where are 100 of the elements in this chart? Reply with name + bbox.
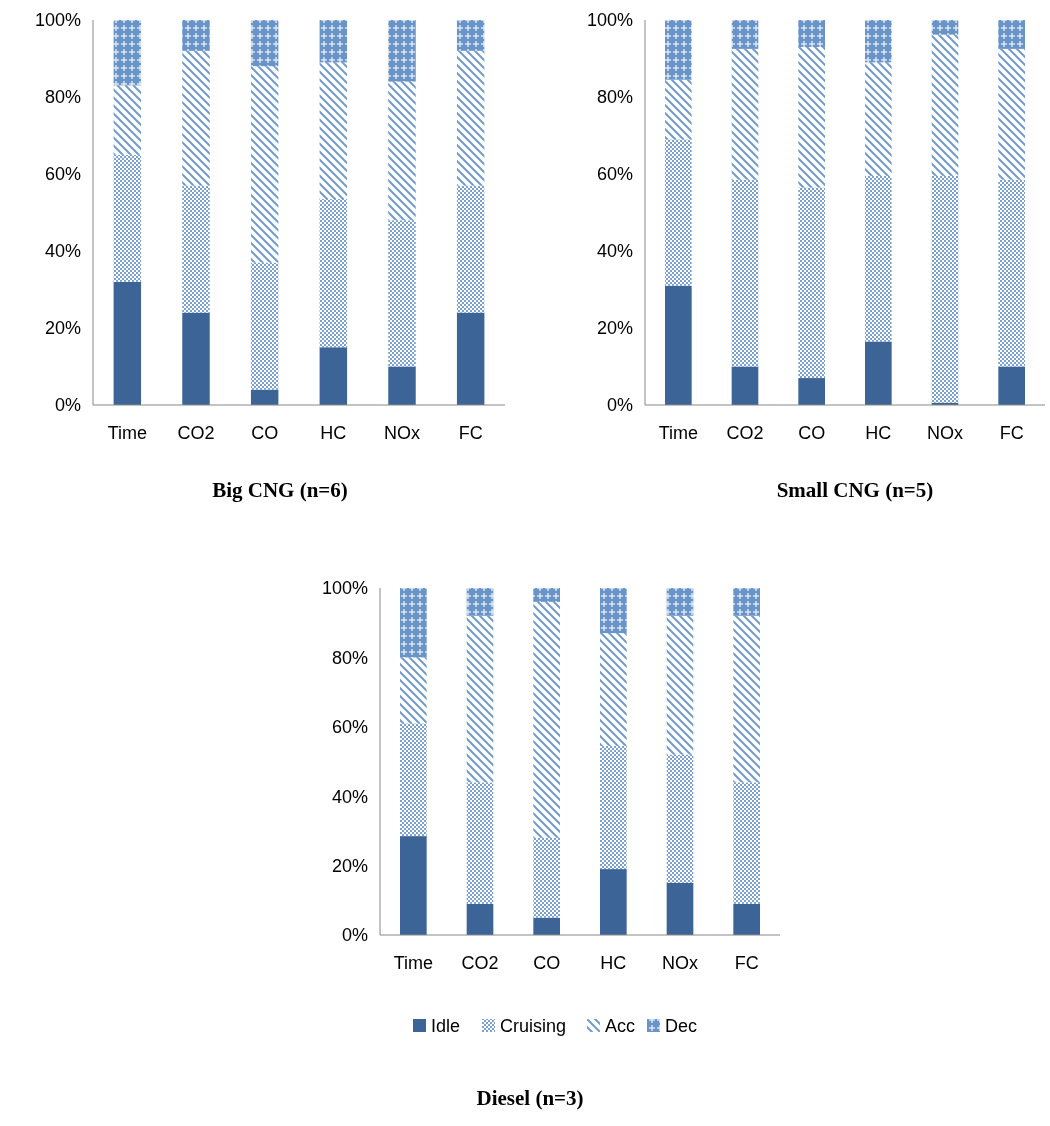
text: Small CNG (n=5) xyxy=(776,478,934,502)
x-tick-label: NOx xyxy=(662,953,698,973)
x-tick-label: HC xyxy=(600,953,627,973)
bar xyxy=(798,378,825,405)
bar xyxy=(931,175,959,403)
y-tick-label: 0% xyxy=(54,395,81,416)
bar xyxy=(731,366,759,405)
x-tick-label: CO2 xyxy=(177,423,215,443)
bar xyxy=(733,782,760,904)
legend-label: Dec xyxy=(665,1016,698,1037)
bar xyxy=(998,48,1025,180)
bar xyxy=(533,837,560,918)
bar xyxy=(733,588,760,616)
bar xyxy=(400,588,427,658)
legend-label: Cruising xyxy=(500,1016,567,1037)
bar xyxy=(998,366,1025,405)
bar xyxy=(865,20,892,63)
bar xyxy=(665,79,692,140)
text: Diesel (n=3) xyxy=(476,1086,584,1110)
bar xyxy=(533,601,560,838)
bar xyxy=(731,179,759,367)
bar xyxy=(182,20,210,51)
y-tick-label: 20% xyxy=(331,855,368,876)
x-tick-label: HC xyxy=(320,423,347,443)
bar xyxy=(600,869,627,935)
x-tick-label: CO xyxy=(798,423,826,443)
bar xyxy=(400,723,427,837)
y-tick-label: 40% xyxy=(596,241,633,262)
y-tick-label: 80% xyxy=(331,647,368,668)
bar xyxy=(666,588,694,616)
bar xyxy=(533,588,560,602)
y-tick-label: 100% xyxy=(586,10,633,31)
bar xyxy=(600,588,627,634)
bar xyxy=(865,62,892,176)
y-tick-label: 20% xyxy=(44,318,81,339)
y-tick-label: 60% xyxy=(596,164,633,185)
bar xyxy=(731,48,759,180)
bar xyxy=(798,187,825,379)
bar xyxy=(388,366,416,405)
bar xyxy=(388,220,416,367)
y-tick-label: 0% xyxy=(606,395,633,416)
bar xyxy=(400,657,427,724)
bar xyxy=(400,836,427,935)
x-tick-label: FC xyxy=(999,423,1024,443)
bar xyxy=(865,175,892,342)
bar xyxy=(865,341,892,405)
bar xyxy=(666,754,694,883)
y-tick-label: 20% xyxy=(596,318,633,339)
bar xyxy=(466,903,494,935)
bar xyxy=(456,20,485,51)
bar xyxy=(456,312,485,405)
bar xyxy=(931,34,959,176)
y-tick-label: 0% xyxy=(341,925,368,946)
bar xyxy=(998,179,1025,367)
bar xyxy=(319,20,348,63)
x-tick-label: Time xyxy=(107,423,148,443)
bar xyxy=(466,615,494,783)
x-tick-label: Time xyxy=(658,423,699,443)
bar xyxy=(666,615,694,755)
x-tick-label: NOx xyxy=(927,423,963,443)
bar xyxy=(665,285,692,405)
bar xyxy=(388,20,416,82)
y-tick-label: 100% xyxy=(321,578,368,599)
bar xyxy=(466,588,494,616)
x-tick-label: FC xyxy=(458,423,483,443)
legend-label: Idle xyxy=(431,1016,461,1037)
bar xyxy=(798,46,825,188)
y-tick-label: 60% xyxy=(331,717,368,738)
bar xyxy=(113,20,142,86)
bar xyxy=(113,154,142,282)
bar xyxy=(600,633,627,746)
y-tick-label: 40% xyxy=(331,786,368,807)
bar xyxy=(733,615,760,783)
bar xyxy=(665,20,692,80)
x-tick-label: CO2 xyxy=(461,953,499,973)
bar xyxy=(798,20,825,47)
bar xyxy=(600,745,627,870)
bar xyxy=(466,782,494,904)
x-tick-label: FC xyxy=(734,953,759,973)
bar xyxy=(998,20,1025,49)
bar xyxy=(113,281,142,405)
bar xyxy=(666,882,694,935)
x-tick-label: Time xyxy=(393,953,434,973)
y-tick-label: 60% xyxy=(44,164,81,185)
bar xyxy=(250,20,279,67)
x-tick-label: HC xyxy=(865,423,892,443)
bar xyxy=(182,185,210,313)
y-tick-label: 40% xyxy=(44,241,81,262)
bar xyxy=(250,262,279,390)
y-tick-label: 80% xyxy=(44,87,81,108)
text: Big CNG (n=6) xyxy=(212,478,348,502)
bar xyxy=(665,139,692,286)
bar xyxy=(533,917,560,935)
legend-label: Acc xyxy=(605,1016,636,1037)
y-tick-label: 100% xyxy=(34,10,81,31)
x-tick-label: CO xyxy=(251,423,279,443)
x-tick-label: CO2 xyxy=(726,423,764,443)
bar xyxy=(319,62,348,200)
bar xyxy=(319,347,348,405)
y-tick-label: 80% xyxy=(596,87,633,108)
